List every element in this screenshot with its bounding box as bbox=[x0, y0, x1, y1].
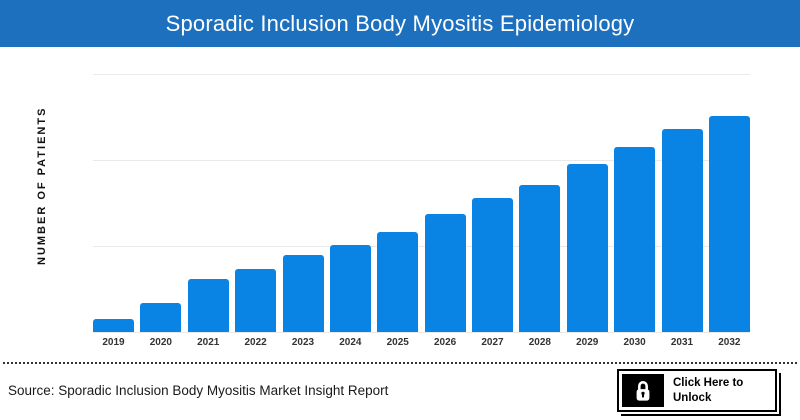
unlock-label-line2: Unlock bbox=[673, 391, 712, 404]
bar-2027 bbox=[472, 197, 513, 332]
bar-2029 bbox=[566, 163, 608, 332]
bar-2030 bbox=[614, 146, 656, 332]
x-tick-label-2027: 2027 bbox=[481, 337, 504, 348]
unlock-button[interactable]: Click Here to Unlock bbox=[617, 369, 777, 412]
bar-2032 bbox=[708, 115, 750, 332]
x-axis-labels: 2019 2020 2021 2022 2023 2024 2025 2026 2027 2028… bbox=[93, 337, 750, 348]
bar-2025 bbox=[377, 232, 419, 332]
chart-title: Sporadic Inclusion Body Myositis Epidemi… bbox=[165, 10, 635, 36]
x-tick-label-2031: 2031 bbox=[670, 337, 694, 348]
x-tick-label-2022: 2022 bbox=[244, 337, 267, 348]
unlock-button-label: Click Here to Unlock bbox=[664, 374, 743, 407]
gridline bbox=[93, 159, 750, 161]
bar-2021 bbox=[187, 279, 229, 332]
source-text: Source: Sporadic Inclusion Body Myositis… bbox=[8, 383, 389, 398]
bar-2031 bbox=[661, 128, 703, 332]
bar-2024 bbox=[329, 245, 371, 332]
x-tick-label-2030: 2030 bbox=[623, 337, 646, 348]
gridline bbox=[93, 74, 750, 75]
x-tick-label-2025: 2025 bbox=[386, 337, 409, 348]
bars bbox=[93, 74, 750, 332]
chart-title-banner: Sporadic Inclusion Body Myositis Epidemi… bbox=[0, 0, 800, 47]
y-axis-title: NUMBER OF PATIENTS bbox=[36, 106, 48, 265]
bar-2022 bbox=[235, 269, 277, 332]
x-tick-label-2026: 2026 bbox=[434, 337, 457, 348]
x-tick-label-2023: 2023 bbox=[291, 337, 315, 348]
lock-icon bbox=[622, 374, 664, 407]
x-tick-label-2029: 2029 bbox=[576, 337, 599, 348]
bar-2028 bbox=[519, 184, 561, 332]
x-tick-label-2019: 2019 bbox=[102, 337, 125, 348]
plot-area bbox=[93, 74, 750, 333]
dotted-divider bbox=[3, 362, 797, 364]
bar-2023 bbox=[282, 255, 324, 332]
x-tick-label-2020: 2020 bbox=[149, 337, 172, 348]
gridline bbox=[93, 246, 750, 247]
x-tick-label-2024: 2024 bbox=[339, 337, 362, 348]
x-tick-label-2032: 2032 bbox=[718, 337, 741, 348]
x-tick-label-2028: 2028 bbox=[528, 337, 551, 348]
bar-2020 bbox=[140, 303, 182, 332]
x-tick-label-2021: 2021 bbox=[197, 337, 220, 348]
bar-2026 bbox=[424, 214, 466, 332]
bar-2019 bbox=[93, 319, 134, 332]
unlock-label-line1: Click Here to bbox=[673, 376, 744, 389]
